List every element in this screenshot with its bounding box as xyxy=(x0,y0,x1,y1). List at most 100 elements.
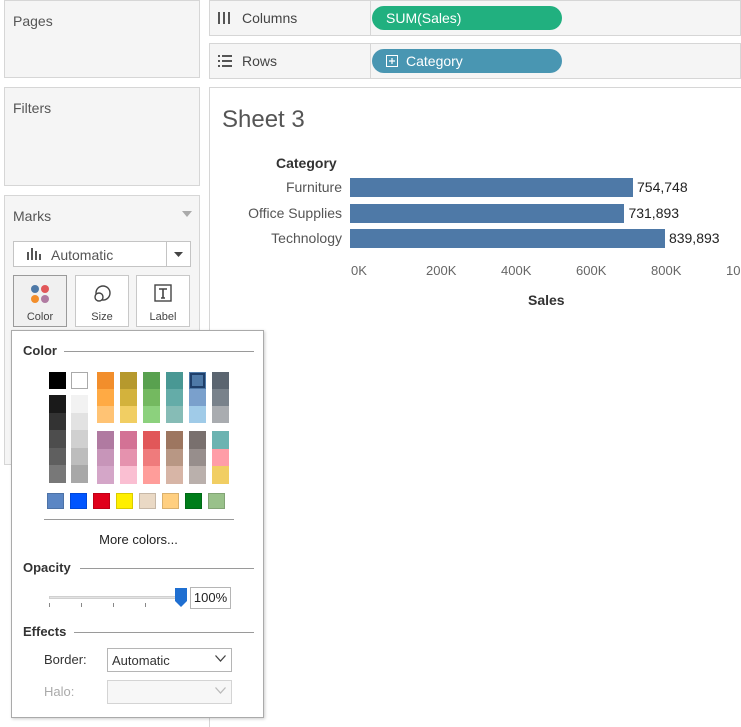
color-swatch[interactable] xyxy=(143,406,160,423)
color-swatch[interactable] xyxy=(212,372,229,389)
size-mark-button[interactable]: Size xyxy=(75,275,129,327)
color-swatch[interactable] xyxy=(49,412,66,431)
color-swatch[interactable] xyxy=(166,466,183,484)
color-swatch[interactable] xyxy=(120,372,137,389)
rows-label: Rows xyxy=(242,53,278,69)
bar[interactable] xyxy=(350,203,625,223)
color-swatch[interactable] xyxy=(71,465,88,483)
color-mark-button[interactable]: Color xyxy=(13,275,67,327)
sum-sales-pill[interactable]: SUM(Sales) xyxy=(372,6,562,30)
color-swatch[interactable] xyxy=(120,406,137,423)
more-colors-link[interactable]: More colors... xyxy=(99,532,178,547)
color-swatch[interactable] xyxy=(71,372,88,389)
category-label: Technology xyxy=(271,230,342,246)
columns-shelf[interactable]: Columns SUM(Sales) xyxy=(209,0,741,36)
border-label: Border: xyxy=(44,652,87,667)
color-swatch[interactable] xyxy=(120,431,137,449)
opacity-section-title: Opacity xyxy=(23,560,71,575)
pages-title: Pages xyxy=(13,13,53,29)
category-label: Office Supplies xyxy=(248,204,342,221)
color-swatch[interactable] xyxy=(166,372,183,389)
bar[interactable] xyxy=(350,229,665,248)
color-swatch[interactable] xyxy=(49,430,66,448)
color-swatch[interactable] xyxy=(208,493,225,509)
opacity-slider[interactable] xyxy=(49,587,187,607)
label-mark-button[interactable]: Label xyxy=(136,275,190,327)
color-swatch-selected[interactable] xyxy=(189,372,206,389)
color-swatch[interactable] xyxy=(120,466,137,484)
chevron-down-icon xyxy=(215,687,226,694)
color-swatch[interactable] xyxy=(166,389,183,406)
color-swatch[interactable] xyxy=(71,447,88,466)
color-swatch[interactable] xyxy=(49,395,66,413)
columns-label: Columns xyxy=(242,10,298,26)
color-swatch[interactable] xyxy=(189,466,206,484)
color-section-title: Color xyxy=(23,343,57,358)
x-tick-label: 800K xyxy=(651,263,682,278)
chevron-down-icon xyxy=(174,252,183,257)
expand-plus-icon[interactable] xyxy=(386,55,398,67)
color-swatch[interactable] xyxy=(97,389,114,406)
color-swatch[interactable] xyxy=(71,412,88,431)
category-pill[interactable]: Category xyxy=(372,49,562,73)
color-swatch[interactable] xyxy=(97,431,114,449)
color-swatch[interactable] xyxy=(162,493,179,509)
filters-title: Filters xyxy=(13,100,52,116)
color-swatch[interactable] xyxy=(143,372,160,389)
color-swatch[interactable] xyxy=(93,493,110,509)
x-axis-title: Sales xyxy=(528,292,565,308)
color-swatch[interactable] xyxy=(143,466,160,484)
color-swatch[interactable] xyxy=(189,406,206,423)
color-dots-icon xyxy=(31,285,49,303)
border-dropdown[interactable]: Automatic xyxy=(107,648,232,672)
label-button-label: Label xyxy=(149,311,177,323)
color-swatch[interactable] xyxy=(166,448,183,466)
marks-menu-caret-icon[interactable] xyxy=(182,211,192,217)
color-swatch[interactable] xyxy=(97,466,114,484)
color-swatch[interactable] xyxy=(49,372,66,389)
color-swatch[interactable] xyxy=(97,448,114,466)
bar-value-label: 839,893 xyxy=(668,230,720,246)
color-swatch[interactable] xyxy=(212,466,229,484)
color-swatch[interactable] xyxy=(71,430,88,448)
color-swatch[interactable] xyxy=(97,372,114,389)
color-swatch[interactable] xyxy=(143,431,160,449)
color-swatch[interactable] xyxy=(70,493,87,509)
color-swatch[interactable] xyxy=(166,406,183,423)
sum-sales-pill-text: SUM(Sales) xyxy=(386,10,462,26)
color-swatch[interactable] xyxy=(212,389,229,406)
color-swatch[interactable] xyxy=(212,406,229,423)
color-swatch[interactable] xyxy=(49,465,66,483)
color-swatch[interactable] xyxy=(139,493,156,509)
color-swatch[interactable] xyxy=(143,389,160,406)
color-swatch[interactable] xyxy=(212,431,229,449)
color-swatch[interactable] xyxy=(189,431,206,449)
color-swatch[interactable] xyxy=(120,389,137,406)
rows-shelf[interactable]: Rows Category xyxy=(209,43,741,79)
x-tick-label: 400K xyxy=(501,263,532,278)
color-swatch[interactable] xyxy=(212,448,229,466)
color-swatch[interactable] xyxy=(49,447,66,466)
opacity-slider-thumb[interactable] xyxy=(175,588,187,607)
mark-type-dropdown[interactable]: Automatic xyxy=(13,241,191,267)
color-swatch[interactable] xyxy=(189,448,206,466)
color-swatch[interactable] xyxy=(143,448,160,466)
mark-type-value: Automatic xyxy=(51,247,114,263)
color-swatch[interactable] xyxy=(166,431,183,449)
color-swatch[interactable] xyxy=(116,493,133,509)
color-swatch[interactable] xyxy=(71,395,88,413)
color-swatch[interactable] xyxy=(47,493,64,509)
color-swatch[interactable] xyxy=(185,493,202,509)
color-button-label: Color xyxy=(26,311,54,323)
effects-section-title: Effects xyxy=(23,624,67,639)
bar[interactable] xyxy=(350,178,634,197)
color-swatch[interactable] xyxy=(120,448,137,466)
chevron-down-icon xyxy=(215,655,226,662)
border-value: Automatic xyxy=(112,652,170,668)
filters-card[interactable]: Filters xyxy=(4,87,200,186)
color-swatch[interactable] xyxy=(189,389,206,406)
label-icon xyxy=(154,284,172,302)
color-swatch[interactable] xyxy=(97,406,114,423)
bar-value-label: 754,748 xyxy=(637,179,688,195)
opacity-value-box[interactable]: 100% xyxy=(190,587,231,609)
